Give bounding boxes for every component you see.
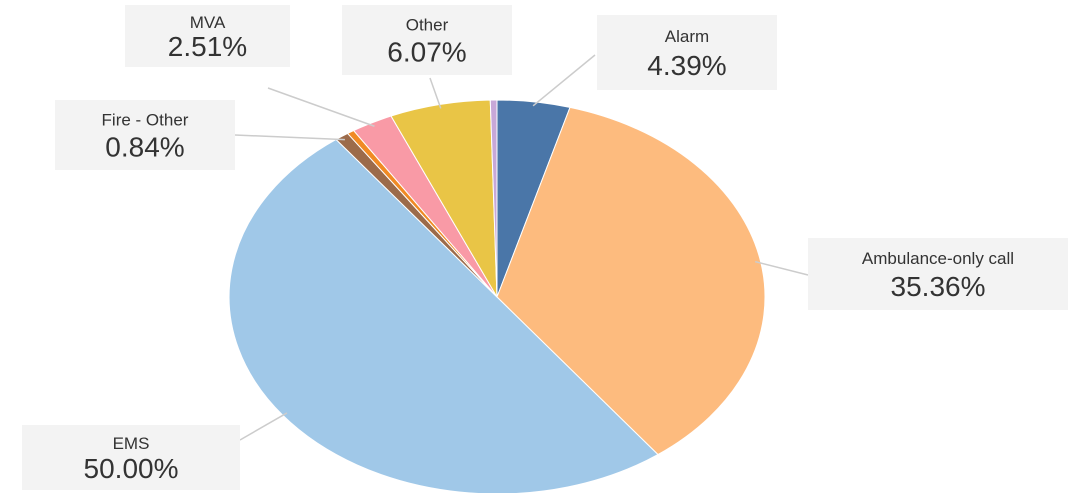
slice-name: Fire - Other <box>102 110 189 129</box>
slice-value: 4.39% <box>647 50 726 81</box>
slice-name: Ambulance-only call <box>862 249 1014 268</box>
leader-line <box>532 54 596 107</box>
label-box <box>22 425 240 490</box>
label-box <box>597 15 777 90</box>
slice-value: 35.36% <box>891 271 986 302</box>
slice-name: MVA <box>190 13 226 32</box>
leader-line <box>267 87 375 127</box>
slice-name: Alarm <box>665 27 709 46</box>
leader-line <box>234 134 345 141</box>
slice-value: 50.00% <box>84 453 179 484</box>
pie-slice <box>496 106 766 456</box>
slice-value: 2.51% <box>168 31 247 62</box>
leader-line <box>429 77 442 109</box>
label-box <box>125 5 290 67</box>
slice-name: EMS <box>113 434 150 453</box>
label-box <box>342 5 512 75</box>
label-box <box>808 238 1068 310</box>
leader-line <box>239 412 288 441</box>
label-box <box>55 100 235 170</box>
leader-line <box>755 260 809 276</box>
pie-slice <box>489 99 498 298</box>
slice-value: 6.07% <box>387 36 466 67</box>
slice-value: 0.84% <box>105 131 184 162</box>
slice-name: Other <box>406 15 449 34</box>
